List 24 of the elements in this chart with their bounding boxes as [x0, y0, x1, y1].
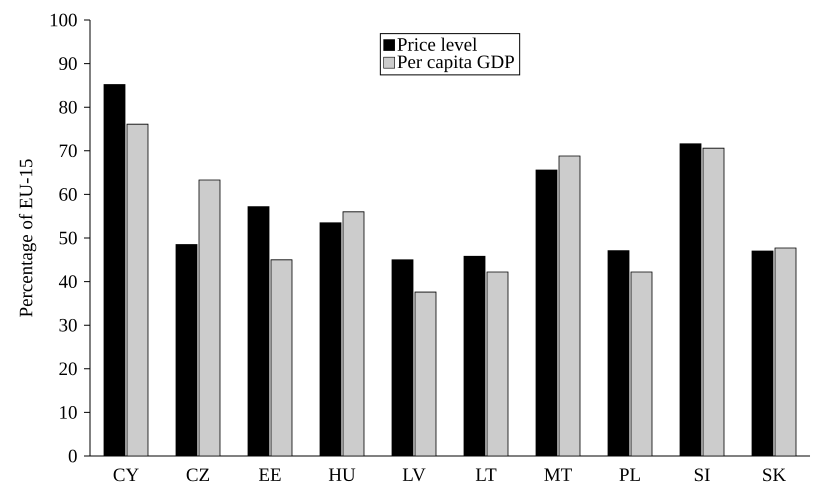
x-tick-label: CZ: [186, 468, 210, 482]
x-tick-label: CY: [114, 468, 139, 482]
x-tick-label: MT: [544, 468, 572, 481]
x-tick-label: LT: [476, 468, 496, 481]
y-tick-label: 90: [59, 57, 77, 70]
y-tick-label: 10: [60, 406, 77, 419]
y-tick-label: 20: [59, 362, 77, 376]
y-tick-label: 80: [59, 100, 77, 114]
y-tick-label: 60: [59, 188, 77, 201]
x-tick-label: SI: [694, 468, 710, 482]
y-tick-label: 70: [60, 144, 77, 158]
x-tick-label: EE: [258, 468, 281, 481]
y-tick-label: 100: [50, 14, 77, 26]
x-tick-label: LV: [402, 468, 426, 482]
y-tick-label: 40: [58, 275, 77, 288]
x-tick-label: PL: [620, 468, 640, 481]
y-tick-label: 0: [68, 450, 77, 462]
y-tick-label: 50: [60, 232, 77, 244]
y-tick-label: 30: [59, 318, 77, 332]
legend-label: Per capita GDP: [397, 56, 514, 72]
legend-label: Price level: [397, 38, 477, 51]
x-tick-label: HU: [328, 468, 356, 482]
y-axis-title: Percentage of EU-15: [18, 159, 36, 317]
x-tick-label: SK: [763, 468, 786, 482]
